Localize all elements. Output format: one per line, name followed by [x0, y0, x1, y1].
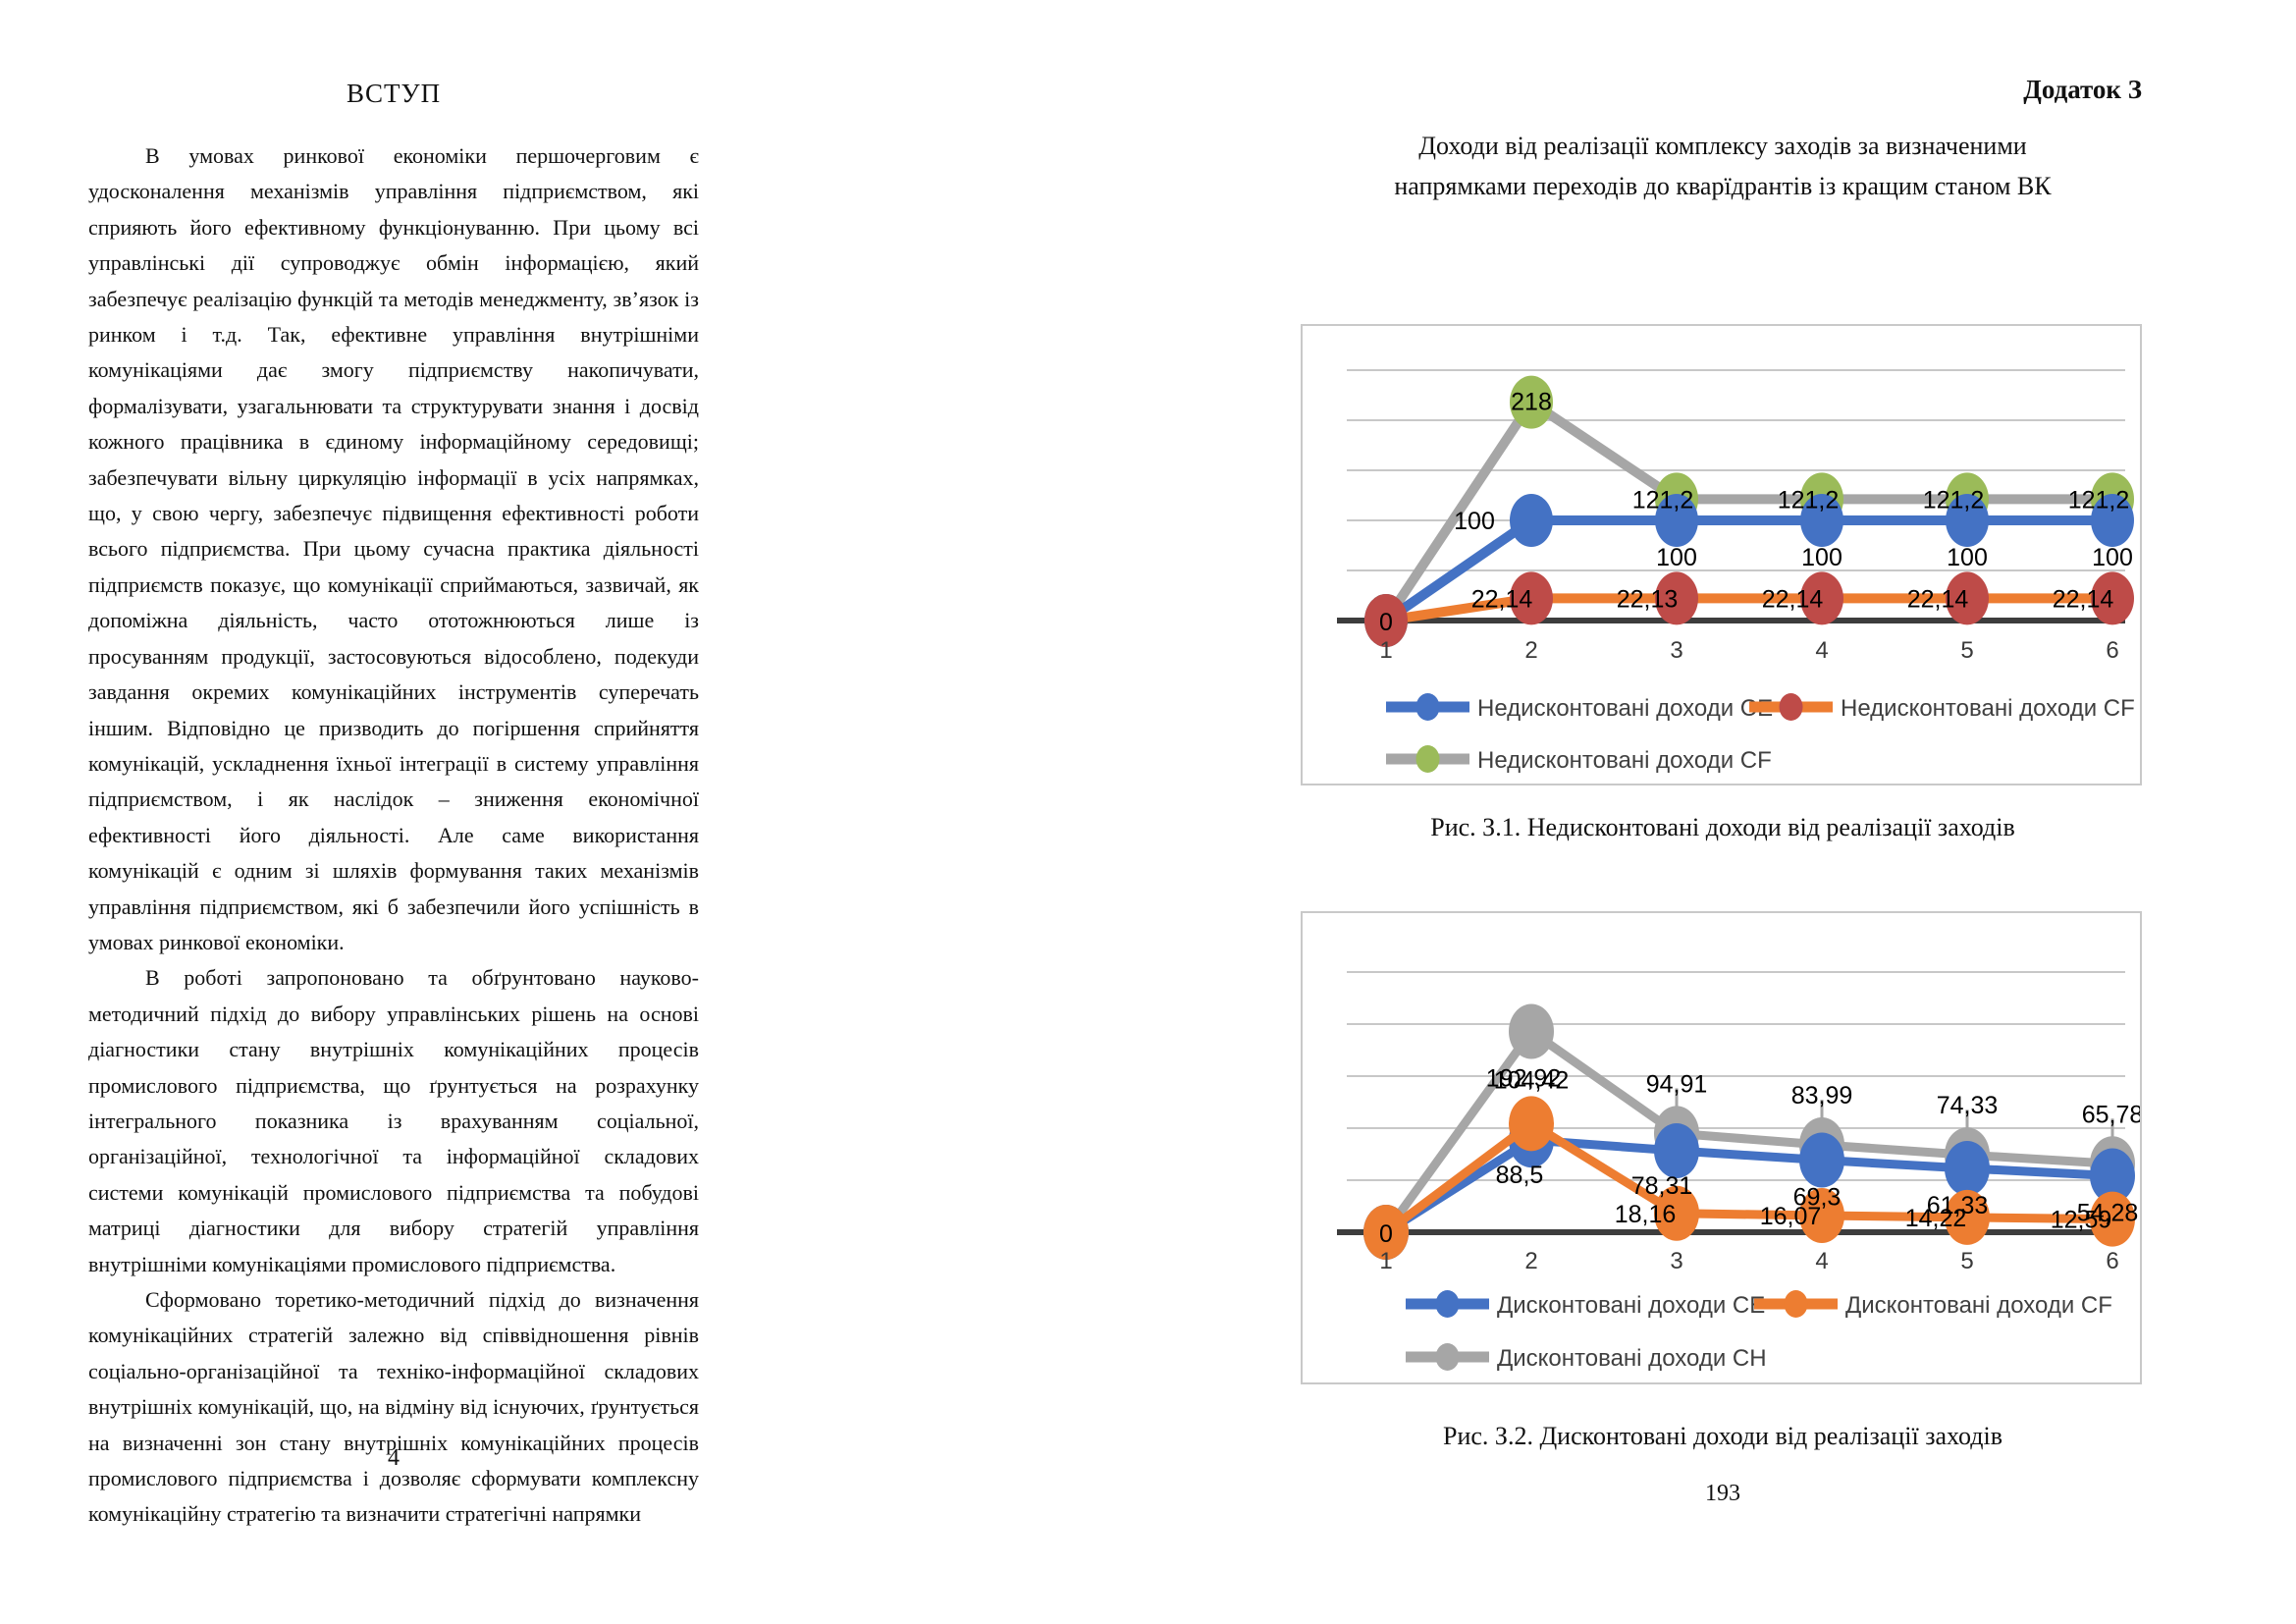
svg-text:4: 4 — [1815, 637, 1828, 664]
svg-text:3: 3 — [1670, 637, 1682, 664]
svg-text:5: 5 — [1960, 1248, 1973, 1274]
svg-text:88,5: 88,5 — [1496, 1162, 1544, 1189]
svg-text:Дисконтовані доходи CF: Дисконтовані доходи CF — [1845, 1292, 2112, 1319]
svg-text:104,42: 104,42 — [1494, 1066, 1569, 1094]
svg-text:22,14: 22,14 — [1762, 585, 1824, 613]
svg-text:65,78: 65,78 — [2082, 1101, 2140, 1128]
svg-text:83,99: 83,99 — [1791, 1082, 1853, 1110]
svg-text:94,91: 94,91 — [1646, 1070, 1708, 1098]
svg-text:Дисконтовані доходи CE: Дисконтовані доходи CE — [1497, 1292, 1765, 1319]
svg-text:0: 0 — [1379, 1220, 1393, 1248]
svg-text:61,33: 61,33 — [1927, 1192, 1989, 1219]
figures-title-line-1: Доходи від реалізації комплексу заходів … — [1418, 132, 2027, 160]
page-number-left: 4 — [388, 1445, 400, 1471]
paragraph-2: В роботі запропоновано та обґрунтовано н… — [88, 965, 699, 1276]
svg-text:100: 100 — [1947, 544, 1988, 571]
svg-text:2: 2 — [1524, 637, 1537, 664]
svg-text:192,92: 192,92 — [1486, 1065, 1561, 1093]
svg-text:2: 2 — [1524, 1248, 1537, 1274]
svg-text:Недисконтовані доходи CF: Недисконтовані доходи CF — [1841, 695, 2135, 722]
svg-text:100: 100 — [1801, 544, 1842, 571]
svg-text:0: 0 — [1379, 609, 1393, 636]
figures-title: Доходи від реалізації комплексу заходів … — [1261, 126, 2184, 206]
page-title: ВСТУП — [346, 79, 442, 108]
svg-text:3: 3 — [1670, 1248, 1682, 1274]
svg-text:74,33: 74,33 — [1937, 1092, 1999, 1119]
svg-text:16,07: 16,07 — [1760, 1203, 1822, 1230]
svg-text:6: 6 — [2106, 1248, 2118, 1274]
svg-text:4: 4 — [1815, 1248, 1828, 1274]
left-page: ВСТУП В умовах ринкової економіки першоч… — [88, 79, 699, 1533]
line-chart-figure-1: 1 2 3 4 5 6 100 100 100 100 100 22,14 22,13 22,14 22,1… — [1301, 324, 2142, 785]
svg-text:Недисконтовані доходи CE: Недисконтовані доходи CE — [1477, 695, 1773, 722]
figure-caption-1: Рис. З.1. Недисконтовані доходи від реал… — [1430, 813, 2015, 841]
svg-text:18,16: 18,16 — [1615, 1201, 1677, 1228]
svg-text:22,14: 22,14 — [1471, 585, 1533, 613]
figure-caption-2: Рис. З.2. Дисконтовані доходи від реаліз… — [1443, 1422, 2002, 1450]
svg-text:12,59: 12,59 — [2051, 1207, 2112, 1234]
paragraph-1: В умовах ринкової економіки першочергови… — [88, 143, 699, 954]
svg-text:121,2: 121,2 — [1632, 486, 1694, 514]
figures-title-line-2: напрямками переходів до кварїдрантів із … — [1394, 172, 2052, 200]
svg-text:69,3: 69,3 — [1793, 1184, 1842, 1212]
svg-text:Недисконтовані доходи CF: Недисконтовані доходи CF — [1477, 747, 1772, 774]
svg-text:22,13: 22,13 — [1617, 585, 1679, 613]
svg-text:6: 6 — [2106, 637, 2118, 664]
paragraph-3: Сформовано торетико-методичний підхід до… — [88, 1287, 699, 1527]
line-chart-undiscounted: 1 2 3 4 5 6 100 100 100 100 100 22,14 22,13 22,14 22,1… — [1337, 369, 2135, 774]
svg-text:100: 100 — [1454, 508, 1495, 535]
svg-text:Дисконтовані доходи CH: Дисконтовані доходи CH — [1497, 1345, 1767, 1372]
page-number-right: 193 — [1705, 1481, 1740, 1506]
appendix-header: Додаток З — [2023, 75, 2142, 104]
svg-text:121,2: 121,2 — [2068, 486, 2130, 514]
svg-text:121,2: 121,2 — [1923, 486, 1985, 514]
svg-text:5: 5 — [1960, 637, 1973, 664]
svg-text:121,2: 121,2 — [1778, 486, 1840, 514]
line-chart-figure-2: 1 2 3 4 5 6 88,5 78,31 69,3 61,33 54,28 104,42 18,16… — [1301, 911, 2142, 1384]
svg-text:1: 1 — [1379, 637, 1392, 664]
svg-text:22,14: 22,14 — [1907, 585, 1969, 613]
svg-text:78,31: 78,31 — [1631, 1172, 1693, 1200]
svg-text:218: 218 — [1511, 389, 1552, 416]
svg-text:100: 100 — [2092, 544, 2133, 571]
svg-text:22,14: 22,14 — [2053, 585, 2114, 613]
line-chart-discounted: 1 2 3 4 5 6 88,5 78,31 69,3 61,33 54,28 104,42 18,16… — [1337, 971, 2140, 1372]
svg-text:54,28: 54,28 — [2077, 1199, 2139, 1226]
svg-text:100: 100 — [1656, 544, 1697, 571]
svg-text:14,22: 14,22 — [1905, 1205, 1967, 1232]
svg-text:1: 1 — [1379, 1248, 1392, 1274]
body-text: В умовах ринкової економіки першочергови… — [88, 138, 699, 1533]
